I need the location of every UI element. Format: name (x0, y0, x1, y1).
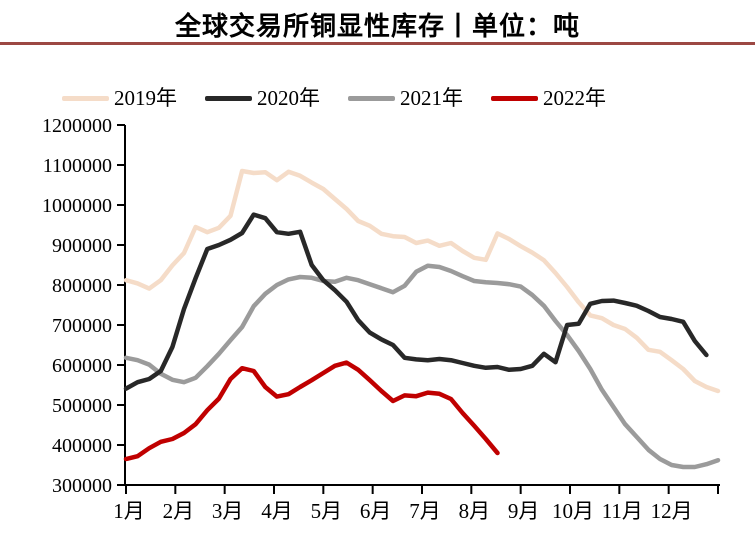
x-tick-label: 8月 (459, 499, 491, 523)
y-tick-label: 1100000 (43, 155, 112, 177)
y-tick-label: 1200000 (42, 115, 112, 137)
legend-label-2021: 2021年 (400, 86, 463, 110)
x-tick-label: 7月 (409, 499, 441, 523)
series-line-2022年 (123, 360, 500, 462)
y-tick-label: 600000 (52, 355, 112, 377)
legend-item-2021: 2021年 (348, 88, 463, 109)
y-tick-label: 1000000 (42, 195, 112, 217)
legend-swatch-2020 (205, 96, 252, 101)
legend-swatch-2019 (62, 96, 109, 101)
axis-labels: 300000 400000 500000 600000 700000 800000 9000… (42, 115, 693, 523)
series-line-2019年 (123, 168, 721, 394)
series-lines (123, 168, 721, 470)
y-tick-label: 400000 (52, 435, 112, 457)
x-tick-label: 10月 (552, 499, 594, 523)
legend-item-2019: 2019年 (62, 88, 177, 109)
y-tick-label: 500000 (52, 395, 112, 417)
y-tick-label: 900000 (52, 235, 112, 257)
x-tick-label: 4月 (261, 499, 293, 523)
y-tick-label: 300000 (52, 475, 112, 497)
x-tick-label: 9月 (508, 499, 540, 523)
legend-label-2020: 2020年 (257, 86, 320, 110)
x-tick-label: 1月 (113, 499, 145, 523)
legend-item-2022: 2022年 (491, 88, 606, 109)
legend-label-2019: 2019年 (114, 86, 177, 110)
x-tick-label: 6月 (360, 499, 392, 523)
x-tick-label: 5月 (311, 499, 343, 523)
series-line-2020年 (123, 212, 709, 391)
legend-swatch-2022 (491, 96, 538, 101)
legend-item-2020: 2020年 (205, 88, 320, 109)
y-tick-label: 800000 (52, 275, 112, 297)
legend-swatch-2021 (348, 96, 395, 101)
axes (117, 124, 720, 494)
x-tick-label: 12月 (651, 499, 693, 523)
y-tick-label: 700000 (52, 315, 112, 337)
title-underline-rule (0, 42, 755, 45)
chart-title: 全球交易所铜显性库存丨单位：吨 (174, 11, 580, 41)
legend-label-2022: 2022年 (543, 86, 606, 110)
x-tick-label: 2月 (163, 499, 195, 523)
series-line-2021年 (123, 263, 721, 470)
chart-legend: 2019年 2020年 2021年 2022年 (62, 88, 606, 109)
x-tick-label: 11月 (602, 499, 643, 523)
x-tick-label: 3月 (212, 499, 244, 523)
